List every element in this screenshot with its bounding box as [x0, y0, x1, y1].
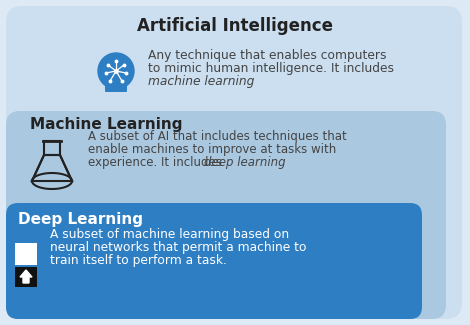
Text: machine learning: machine learning: [148, 75, 254, 88]
Text: Deep Learning: Deep Learning: [18, 212, 143, 227]
FancyBboxPatch shape: [6, 6, 462, 319]
Text: experience. It includes: experience. It includes: [88, 156, 226, 169]
Bar: [15, 267, 37, 287]
Text: enable machines to improve at tasks with: enable machines to improve at tasks with: [88, 143, 336, 156]
Text: Machine Learning: Machine Learning: [30, 117, 182, 132]
Circle shape: [98, 53, 134, 89]
Text: train itself to perform a task.: train itself to perform a task.: [50, 254, 227, 267]
Text: A subset of AI that includes techniques that: A subset of AI that includes techniques …: [88, 130, 347, 143]
Text: deep learning: deep learning: [204, 156, 285, 169]
Text: to mimic human intelligence. It includes: to mimic human intelligence. It includes: [148, 62, 394, 75]
Bar: [15, 243, 37, 265]
Text: Any technique that enables computers: Any technique that enables computers: [148, 49, 386, 62]
Text: Artificial Intelligence: Artificial Intelligence: [137, 17, 333, 35]
FancyBboxPatch shape: [6, 203, 422, 319]
FancyBboxPatch shape: [6, 111, 446, 319]
FancyBboxPatch shape: [105, 80, 127, 92]
Text: neural networks that permit a machine to: neural networks that permit a machine to: [50, 241, 306, 254]
Polygon shape: [20, 270, 32, 283]
Bar: [44, 141, 60, 155]
Text: A subset of machine learning based on: A subset of machine learning based on: [50, 228, 289, 241]
